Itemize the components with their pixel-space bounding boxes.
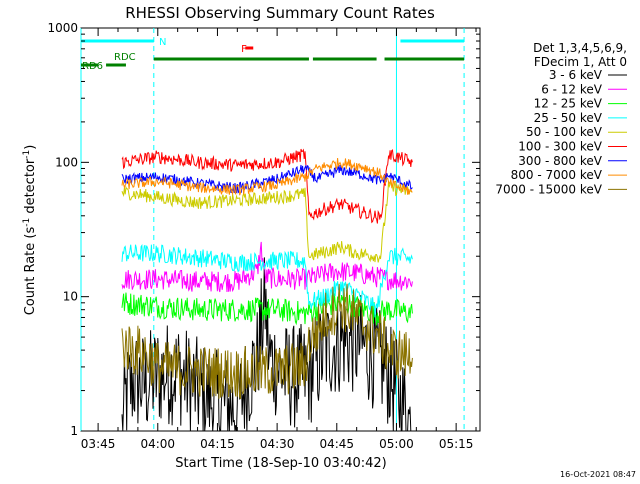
axis-ticks: 1 10 100 1000 03:45 04:00 04:15 04:30 04:45 05:00… xyxy=(47,21,480,451)
y-tick-label-0: 1 xyxy=(70,424,78,438)
legend-label-7: 800 - 7000 keV xyxy=(511,168,603,182)
x-tick-label-2: 04:15 xyxy=(200,437,235,451)
y-tick-label-3: 1000 xyxy=(47,21,78,35)
x-tick-label-6: 05:15 xyxy=(439,437,474,451)
legend-label-2: 12 - 25 keV xyxy=(534,97,603,111)
y-axis-label-sup1: -1 xyxy=(22,218,32,227)
legend-label-0: 3 - 6 keV xyxy=(549,68,603,82)
series-line-0 xyxy=(121,257,413,432)
y-axis-label-end: ) xyxy=(23,145,38,150)
y-axis-label-main: Count Rate (s xyxy=(23,227,38,316)
state-bar-label-f: F xyxy=(241,44,247,55)
x-tick-label-4: 04:45 xyxy=(319,437,354,451)
chart-title: RHESSI Observing Summary Count Rates xyxy=(125,4,435,22)
legend-label-8: 7000 - 15000 keV xyxy=(495,182,602,196)
series-line-1 xyxy=(121,241,413,293)
legend-header-detectors: Det 1,3,4,5,6,9, xyxy=(533,41,627,55)
series-line-3 xyxy=(121,243,413,318)
y-axis-label-mid: detector xyxy=(23,158,38,218)
legend-header-decimation: FDecim 1, Att 0 xyxy=(534,55,627,69)
footer-date: 16-Oct-2021 08:47 xyxy=(560,470,636,479)
series-line-5 xyxy=(121,148,413,224)
series-line-4 xyxy=(121,181,413,263)
series-lines xyxy=(121,148,413,432)
legend-label-4: 50 - 100 keV xyxy=(526,125,603,139)
legend-label-6: 300 - 800 keV xyxy=(518,154,602,168)
series-line-6 xyxy=(121,164,413,194)
y-axis-label: Count Rate (s-1 detector-1) xyxy=(22,145,38,316)
state-bar-label-n: N xyxy=(159,37,166,48)
y-tick-label-2: 100 xyxy=(55,155,78,169)
legend-label-5: 100 - 300 keV xyxy=(518,140,602,154)
x-axis-label: Start Time (18-Sep-10 03:40:42) xyxy=(175,456,386,471)
series-line-8 xyxy=(121,283,413,400)
state-bar-label-rdc: RDC xyxy=(114,52,136,63)
series-line-2 xyxy=(121,292,413,326)
x-tick-label-1: 04:00 xyxy=(140,437,175,451)
state-bars: N F RDC RD6 xyxy=(81,37,465,72)
series-line-7 xyxy=(121,157,413,196)
x-tick-label-0: 03:45 xyxy=(81,437,116,451)
y-tick-label-1: 10 xyxy=(63,290,78,304)
state-bar-label-rd6: RD6 xyxy=(82,61,103,72)
x-tick-label-3: 04:30 xyxy=(260,437,295,451)
y-axis-label-sup2: -1 xyxy=(22,150,32,159)
legend-label-1: 6 - 12 keV xyxy=(541,82,603,96)
legend-label-3: 25 - 50 keV xyxy=(534,111,603,125)
x-tick-label-5: 05:00 xyxy=(379,437,414,451)
